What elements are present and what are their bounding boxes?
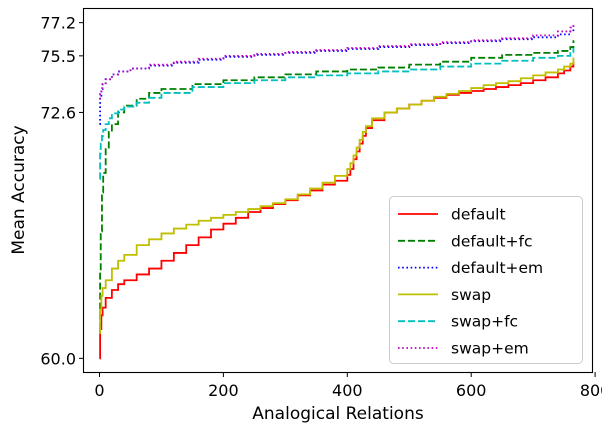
legend: default default+fc default+em swap swap+fc sw… [389,196,583,364]
legend-label: default [451,206,506,224]
y-axis-ticks: 60.0 72.6 75.5 77.2 [40,14,84,368]
series-line-swap-em [99,22,575,100]
x-tick-label: 200 [208,381,239,400]
legend-label: swap [451,286,491,304]
y-tick-label: 72.6 [40,103,76,122]
x-tick-label: 400 [332,381,363,400]
x-tick-label: 600 [456,381,487,400]
x-tick-label: 0 [94,381,104,400]
y-axis-label: Mean Accuracy [9,125,29,254]
series-line-default-fc [99,40,575,330]
y-tick-label: 77.2 [40,14,76,33]
x-axis-label: Analogical Relations [252,404,424,424]
x-axis-ticks: 0 200 400 600 800 [94,372,602,400]
legend-box [389,196,583,364]
legend-entries: default default+fc default+em swap swap+fc sw… [398,206,543,358]
plot-frame [82,7,594,374]
y-tick-label: 60.0 [40,349,76,368]
y-tick-label: 75.5 [40,47,76,66]
x-tick-label: 800 [580,381,602,400]
series-line-swap [99,57,575,334]
legend-label: swap+em [451,340,529,358]
legend-label: swap+fc [451,313,518,331]
legend-label: default+em [451,259,543,277]
series-line-swap-fc [99,48,575,180]
legend-label: default+fc [451,232,533,250]
series-layer [99,22,575,360]
